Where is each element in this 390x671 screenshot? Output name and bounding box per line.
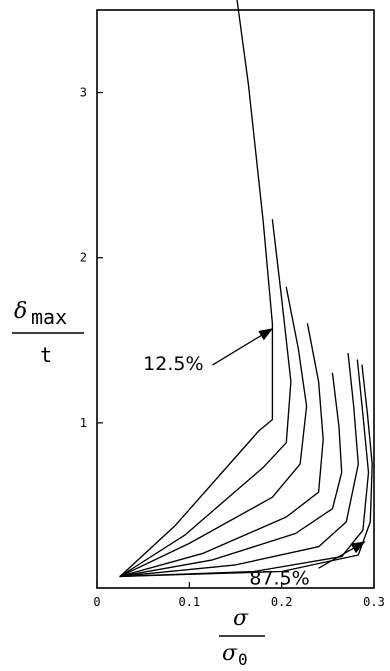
- y-label-denominator: t: [40, 343, 52, 367]
- x-label-numerator-symbol: σ: [233, 606, 249, 631]
- series-group: [119, 0, 373, 578]
- series-line-4: [119, 323, 324, 578]
- series-line-1: [119, 0, 274, 578]
- series-line-6: [119, 352, 359, 578]
- x-label-denominator-symbol: σ: [222, 641, 238, 666]
- series-line-2: [119, 219, 292, 578]
- plot-frame: [96, 9, 375, 589]
- annotations: 12.5% 87.5%: [143, 328, 366, 590]
- series-line-7: [119, 359, 370, 578]
- series-line-5: [119, 372, 343, 578]
- x-label-denominator-subscript: 0: [238, 650, 248, 669]
- y-tick-label: 2: [80, 251, 87, 265]
- x-tick-label: 0.2: [271, 595, 293, 609]
- axes: 0 0.1 0.2 0.3 1 2 3: [80, 9, 385, 609]
- annotation-arrowhead: [350, 541, 366, 554]
- x-tick-label: 0.3: [363, 595, 385, 609]
- series-line-8: [119, 364, 373, 578]
- annotation-arrowhead: [258, 328, 274, 341]
- y-label-numerator-subscript: max: [31, 305, 67, 329]
- annotation-label: 87.5%: [249, 568, 309, 590]
- annotation-label: 12.5%: [143, 353, 203, 375]
- x-axis-label: σ σ 0: [219, 606, 265, 669]
- y-tick-label: 1: [80, 416, 87, 430]
- series-line-3: [119, 286, 308, 578]
- y-axis-label: δ max t: [12, 299, 84, 367]
- y-label-numerator-symbol: δ: [14, 299, 27, 324]
- y-tick-label: 3: [80, 86, 87, 100]
- x-tick-label: 0: [93, 595, 100, 609]
- x-tick-label: 0.1: [178, 595, 200, 609]
